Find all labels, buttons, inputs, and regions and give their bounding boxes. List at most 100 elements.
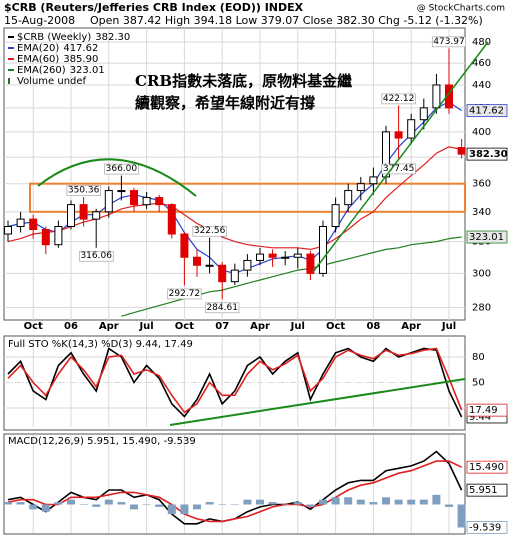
histogram-bar bbox=[457, 504, 466, 528]
candle-body bbox=[92, 211, 101, 220]
histogram-bar bbox=[407, 499, 416, 505]
series-line bbox=[7, 460, 462, 523]
candle-body bbox=[268, 253, 277, 258]
histogram-bar bbox=[356, 499, 365, 505]
candle-body bbox=[457, 147, 466, 155]
value-tag-label: -9.539 bbox=[469, 522, 501, 533]
x-tick-label: 06 bbox=[64, 321, 78, 332]
price-panel bbox=[3, 27, 466, 321]
histogram-bar bbox=[382, 497, 390, 505]
histogram-bar bbox=[29, 504, 38, 510]
candle-body bbox=[394, 131, 403, 139]
histogram-bar bbox=[142, 504, 151, 505]
histogram-bar bbox=[130, 504, 138, 510]
annotation-box bbox=[79, 250, 114, 262]
price-annotation: 377.45 bbox=[383, 164, 415, 174]
candle-body bbox=[4, 226, 12, 235]
candle-body bbox=[243, 259, 252, 271]
legend-entry: EMA(260) 323.01 bbox=[17, 65, 105, 76]
annotation-box bbox=[192, 225, 227, 237]
legend-entry: EMA(20) 417.62 bbox=[17, 43, 98, 54]
highlight-band bbox=[29, 182, 466, 213]
price-annotation: 350.36 bbox=[68, 186, 100, 196]
y-tick-label: 480 bbox=[472, 37, 491, 48]
y-tick-label: 460 bbox=[472, 58, 491, 69]
histogram-bar bbox=[369, 502, 378, 505]
value-tag bbox=[466, 460, 508, 474]
price-annotation: 366.00 bbox=[106, 164, 138, 174]
trendline bbox=[312, 41, 489, 273]
x-tick-label: Jul bbox=[441, 321, 456, 332]
histogram-bar bbox=[256, 499, 264, 505]
y-tick-label: 440 bbox=[472, 80, 491, 91]
quote: Open 387.42 High 394.18 Low 379.07 Close… bbox=[90, 14, 483, 27]
arc-drawing bbox=[37, 158, 197, 197]
histogram-bar bbox=[167, 504, 176, 515]
value-tag-label: 323.01 bbox=[469, 232, 504, 243]
price-annotation: 422.12 bbox=[383, 94, 415, 104]
x-tick-label: Jul bbox=[290, 321, 305, 332]
legend-value: 385.90 bbox=[63, 54, 98, 65]
y-tick-label: 280 bbox=[472, 302, 491, 313]
candle-body bbox=[67, 204, 75, 228]
y-tick-label: 400 bbox=[472, 127, 491, 138]
candle-body bbox=[130, 190, 138, 206]
histogram-bar bbox=[92, 504, 101, 507]
legend-entry: Volume undef bbox=[17, 76, 87, 87]
x-tick-label: 08 bbox=[366, 321, 380, 332]
histogram-bar bbox=[344, 497, 353, 505]
candle-body bbox=[41, 228, 50, 246]
candle-body bbox=[344, 190, 353, 206]
legend-swatch bbox=[8, 78, 10, 84]
x-tick-label: Jul bbox=[138, 321, 153, 332]
candle-body bbox=[230, 269, 239, 283]
candle-body bbox=[256, 253, 264, 261]
candle-body bbox=[218, 264, 227, 283]
candle-body bbox=[167, 204, 176, 235]
histogram-bar bbox=[331, 497, 340, 505]
candle-body bbox=[54, 226, 63, 246]
candle-body bbox=[142, 197, 151, 206]
histogram-bar bbox=[79, 504, 88, 505]
candle-body bbox=[79, 204, 88, 220]
legend-entry: EMA(60) 385.90 bbox=[17, 54, 98, 65]
symbol-line: $CRB (Reuters/Jefferies CRB Index (EOD))… bbox=[4, 1, 304, 14]
price-annotation: 316.06 bbox=[80, 251, 112, 261]
histogram-bar bbox=[419, 499, 428, 505]
y-tick-label: 80 bbox=[472, 352, 485, 363]
y-tick-label: 360 bbox=[472, 179, 491, 190]
candle-body bbox=[117, 190, 126, 193]
annotation-box bbox=[381, 163, 416, 175]
histogram-bar bbox=[432, 494, 441, 505]
histogram-bar bbox=[230, 504, 239, 505]
histogram-bar bbox=[306, 504, 315, 507]
histogram-bar bbox=[117, 502, 126, 505]
histogram-bar bbox=[319, 499, 327, 505]
histogram-bar bbox=[54, 502, 63, 505]
legend-value: 382.30 bbox=[95, 32, 130, 43]
candle-body bbox=[16, 218, 25, 228]
candle-body bbox=[180, 233, 189, 258]
panel-title: MACD(12,26,9) 5.951, 15.490, -9.539 bbox=[8, 436, 196, 447]
stoch-trendline bbox=[169, 378, 466, 426]
value-tag bbox=[466, 403, 508, 417]
candle-body bbox=[104, 190, 113, 213]
histogram-bar bbox=[193, 504, 201, 510]
value-tag-label: 9.44 bbox=[469, 412, 491, 423]
x-tick-label: Oct bbox=[24, 321, 43, 332]
candle-body bbox=[281, 256, 290, 259]
x-tick-label: Apr bbox=[401, 321, 421, 332]
x-tick-label: Apr bbox=[99, 321, 119, 332]
macd-panel bbox=[3, 433, 466, 535]
value-tag-label: 417.62 bbox=[469, 106, 504, 117]
note-line: CRB指數未落底，原物料基金繼 bbox=[135, 72, 352, 90]
histogram-bar bbox=[67, 499, 75, 505]
value-tag bbox=[466, 483, 508, 497]
legend-name: EMA(20) bbox=[17, 43, 59, 54]
value-tag bbox=[466, 104, 508, 118]
value-tag-label: 15.490 bbox=[469, 462, 504, 473]
y-tick-label: 340 bbox=[472, 207, 491, 218]
credit: @ StockCharts.com bbox=[417, 4, 505, 14]
legend-value: 417.62 bbox=[63, 43, 98, 54]
